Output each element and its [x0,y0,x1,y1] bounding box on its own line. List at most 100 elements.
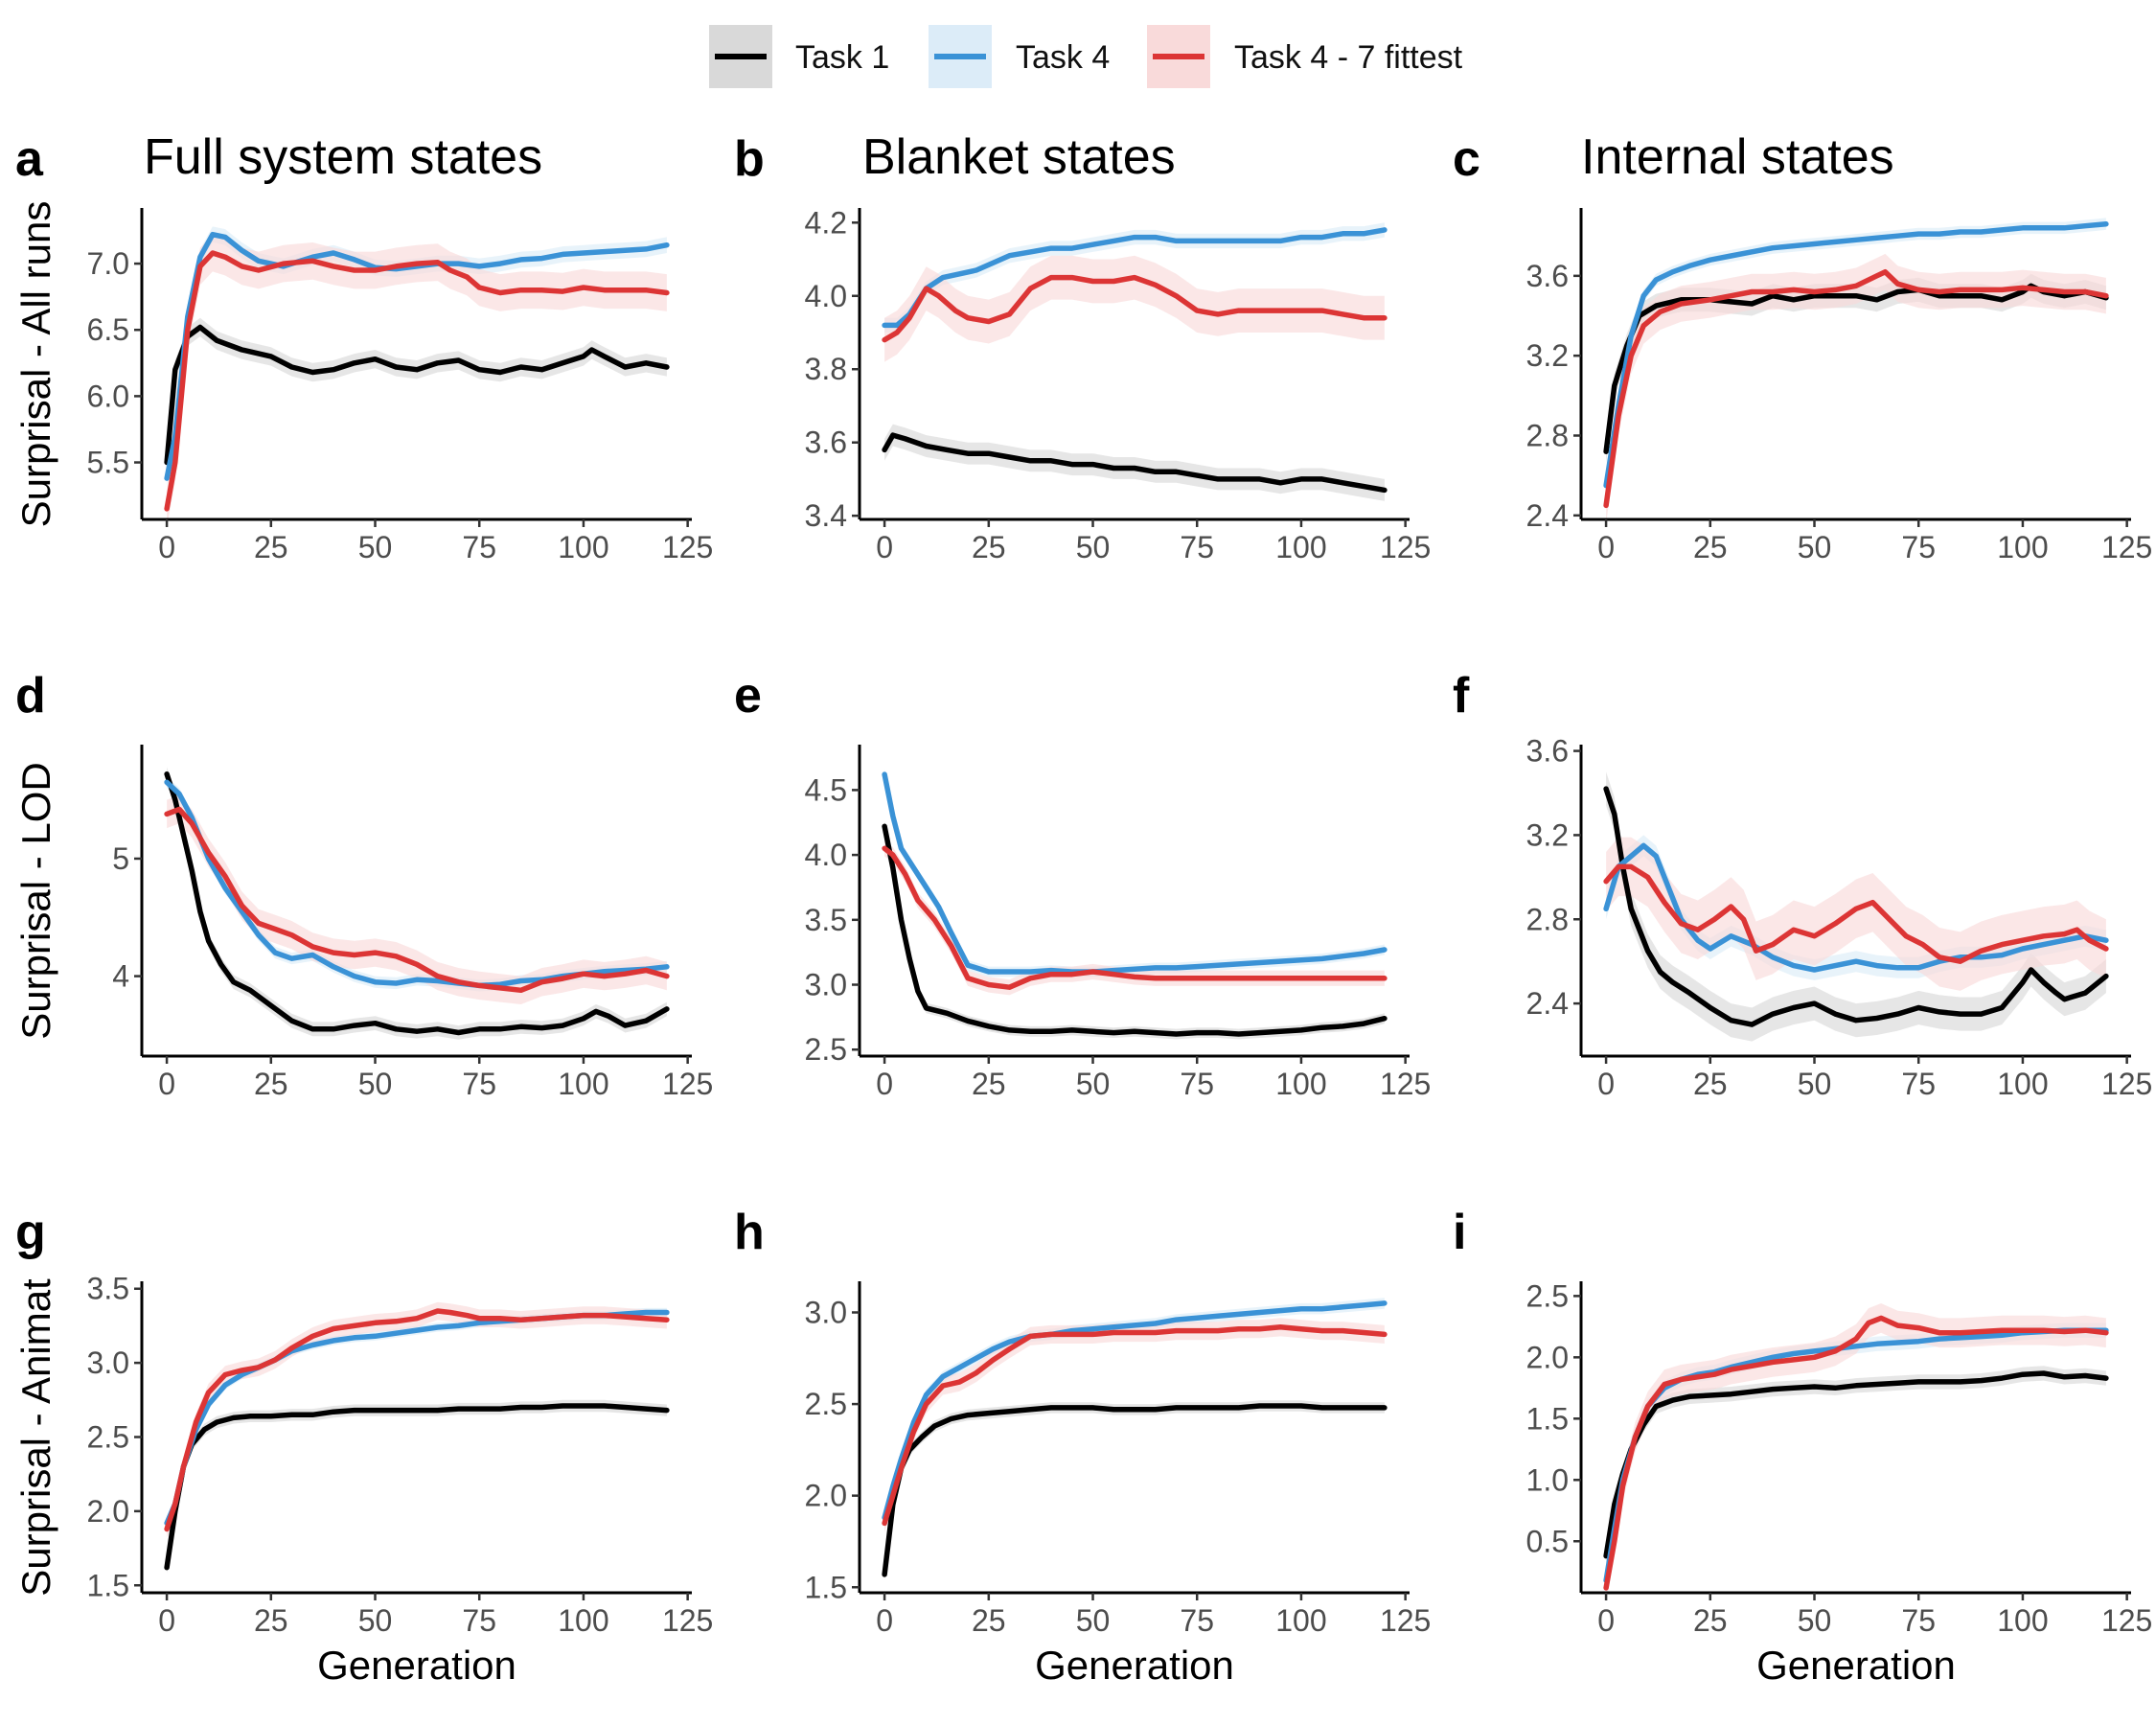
y-tick-label-c: 2.8 [1526,419,1569,453]
row-labels: Surprisal - All runs Surprisal - LOD Sur… [13,201,58,1597]
x-tick-label-b: 25 [972,530,1006,564]
y-tick-label-i: 1.5 [1526,1401,1569,1436]
y-tick-label-i: 0.5 [1526,1524,1569,1558]
panel-i: i 0.5 1.0 1.5 2.0 2.5 0 25 50 75 100 125 Generation [1453,1205,2152,1688]
x-tick-label-b: 50 [1076,530,1111,564]
x-axis-title-i: Generation [1756,1643,1956,1688]
x-tick-label-h: 25 [972,1603,1006,1638]
y-tick-label-g: 2.0 [87,1494,129,1529]
ribbon-i-task-1 [1606,1366,2106,1564]
panel-letter-d: d [15,668,46,724]
y-tick-label-d: 5 [112,841,129,876]
x-tick-label-a: 125 [662,530,713,564]
plot-area-a [164,226,670,519]
y-tick-label-g: 1.5 [87,1568,129,1602]
panel-letter-f: f [1453,668,1470,724]
series-line-f-task-1 [1603,786,2109,1027]
column-title-blanket: Blanket states [862,129,1176,185]
row-label-lod: Surprisal - LOD [13,762,58,1039]
y-tick-label-b: 4.0 [805,279,847,313]
y-tick-label-a: 6.0 [87,379,129,413]
panel-letter-b: b [734,131,765,187]
y-tick-label-e: 2.5 [805,1032,847,1067]
x-tick-label-a: 100 [558,530,608,564]
y-tick-label-d: 4 [112,959,129,994]
x-tick-label-a: 0 [158,530,175,564]
legend-label-task-4: Task 4 [1016,39,1110,76]
y-tick-label-i: 1.0 [1526,1462,1569,1497]
x-tick-label-h: 0 [876,1603,893,1638]
series-line-c-task-4-7-fittest [1603,268,2109,509]
panel-letter-a: a [15,131,44,187]
y-tick-label-b: 3.4 [805,498,847,533]
series-line-d-task-4-7-fittest [164,806,670,994]
series-line-a-task-1 [164,324,670,466]
ribbon-e-task-4-7-fittest [884,840,1385,996]
y-tick-label-g: 2.5 [87,1420,129,1455]
x-tick-label-e: 75 [1180,1067,1214,1101]
panel-h: h 1.5 2.0 2.5 3.0 0 25 50 75 100 125 Generation [734,1205,1431,1688]
ribbon-h-task-4-7-fittest [884,1318,1385,1532]
x-tick-label-h: 75 [1180,1603,1214,1638]
series-line-a-task-4-7-fittest [164,250,670,512]
y-tick-label-b: 4.2 [805,205,847,240]
plot-area-g [164,1301,670,1574]
x-tick-label-c: 25 [1693,530,1728,564]
panel-c: c 2.4 2.8 3.2 3.6 0 25 50 75 100 125 [1453,131,2152,564]
series-line-i-task-1 [1603,1370,2109,1559]
y-tick-label-e: 3.5 [805,903,847,937]
column-title-full-system: Full system states [144,129,542,185]
x-tick-label-f: 25 [1693,1067,1728,1101]
x-tick-label-h: 100 [1275,1603,1326,1638]
series-line-e-task-1 [882,823,1388,1037]
x-tick-label-a: 50 [358,530,393,564]
x-tick-label-b: 125 [1380,530,1431,564]
y-tick-label-h: 2.0 [805,1479,847,1513]
row-label-all-runs: Surprisal - All runs [13,201,58,528]
x-tick-label-c: 100 [1997,530,2048,564]
y-tick-label-a: 5.5 [87,446,129,480]
ribbon-c-task-4 [1606,218,2106,492]
series-line-i-task-4-7-fittest [1603,1315,2109,1591]
x-tick-label-e: 0 [876,1067,893,1101]
series-line-f-task-4-7-fittest [1603,863,2109,964]
legend-label-task-1: Task 1 [795,39,889,76]
plot-area-e [882,769,1388,1040]
series-line-h-task-1 [882,1403,1388,1577]
plot-area-h [882,1298,1388,1580]
panel-letter-g: g [15,1205,46,1260]
y-tick-label-c: 3.6 [1526,259,1569,293]
y-tick-label-c: 3.2 [1526,338,1569,373]
x-tick-label-h: 50 [1076,1603,1111,1638]
series-line-e-task-4-7-fittest [882,845,1388,990]
x-tick-label-i: 100 [1997,1603,2048,1638]
series-line-g-task-1 [164,1403,670,1571]
ribbon-b-task-4 [884,222,1385,333]
ribbon-b-task-4-7-fittest [884,255,1385,362]
series-line-g-task-4-7-fittest [164,1308,670,1532]
x-tick-label-g: 0 [158,1603,175,1638]
series-line-c-task-4 [1603,220,2109,489]
panel-f: f 2.4 2.8 3.2 3.6 0 25 50 75 100 125 [1453,668,2152,1101]
x-tick-label-g: 50 [358,1603,393,1638]
x-axis-title-h: Generation [1035,1643,1234,1688]
y-tick-label-h: 1.5 [805,1570,847,1604]
x-axis-title-g: Generation [317,1643,516,1688]
x-tick-label-h: 125 [1380,1603,1431,1638]
panel-letter-i: i [1453,1205,1466,1260]
row-label-animat: Surprisal - Animat [13,1278,58,1597]
y-tick-label-i: 2.5 [1526,1278,1569,1313]
y-tick-label-i: 2.0 [1526,1340,1569,1374]
column-titles: Full system states Blanket states Intern… [144,129,1894,185]
column-title-internal: Internal states [1581,129,1894,185]
legend-item-task-1: Task 1 [709,25,889,88]
panel-b: b 3.4 3.6 3.8 4.0 4.2 0 25 50 75 100 125 [734,131,1431,564]
ribbon-e-task-1 [884,820,1385,1040]
y-tick-label-f: 3.2 [1526,817,1569,852]
x-tick-label-d: 100 [558,1067,608,1101]
x-tick-label-c: 125 [2101,530,2152,564]
x-tick-label-e: 125 [1380,1067,1431,1101]
legend-item-task-4: Task 4 [929,25,1110,88]
